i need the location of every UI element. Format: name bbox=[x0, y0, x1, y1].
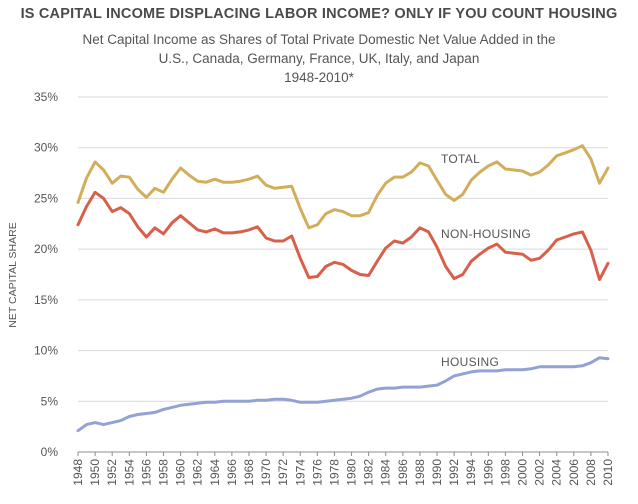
y-tick-label: 0% bbox=[41, 445, 59, 459]
x-tick-label: 1976 bbox=[310, 459, 324, 486]
chart-subtitle: Net Capital Income as Shares of Total Pr… bbox=[0, 30, 638, 87]
y-axis-label: NET CAPITAL SHARE bbox=[7, 222, 19, 327]
x-tick-label: 1978 bbox=[327, 459, 341, 486]
x-tick-label: 1966 bbox=[225, 459, 239, 486]
x-tick-label: 1956 bbox=[139, 459, 153, 486]
x-tick-label: 1988 bbox=[413, 459, 427, 486]
x-tick-label: 1994 bbox=[464, 459, 478, 486]
y-tick-label: 20% bbox=[34, 242, 58, 256]
y-tick-label: 5% bbox=[41, 394, 59, 408]
x-tick-label: 1950 bbox=[88, 459, 102, 486]
x-tick-label: 2004 bbox=[550, 459, 564, 486]
series-label-total: TOTAL bbox=[441, 152, 480, 166]
x-tick-label: 1972 bbox=[276, 459, 290, 486]
x-tick-label: 1970 bbox=[259, 459, 273, 486]
series-label-non-housing: NON-HOUSING bbox=[441, 227, 531, 241]
x-tick-label: 1960 bbox=[174, 459, 188, 486]
chart-title: IS CAPITAL INCOME DISPLACING LABOR INCOM… bbox=[20, 6, 618, 22]
series-line-housing bbox=[76, 356, 610, 433]
subtitle-line-1: Net Capital Income as Shares of Total Pr… bbox=[82, 32, 556, 47]
x-tick-label: 2010 bbox=[601, 459, 615, 486]
subtitle-line-3: 1948-2010* bbox=[284, 70, 354, 85]
y-tick-label: 30% bbox=[34, 141, 58, 155]
x-tick-label: 1974 bbox=[293, 459, 307, 486]
x-tick-label: 2006 bbox=[567, 459, 581, 486]
y-tick-label: 35% bbox=[34, 90, 58, 104]
x-tick-label: 1984 bbox=[379, 459, 393, 486]
x-tick-label: 1990 bbox=[430, 459, 444, 486]
x-tick-label: 1948 bbox=[71, 459, 85, 486]
x-tick-label: 1962 bbox=[191, 459, 205, 486]
x-tick-label: 1982 bbox=[362, 459, 376, 486]
subtitle-line-2: U.S., Canada, Germany, France, UK, Italy… bbox=[158, 51, 480, 66]
y-tick-label: 15% bbox=[34, 293, 58, 307]
x-tick-label: 1980 bbox=[345, 459, 359, 486]
x-tick-label: 2000 bbox=[516, 459, 530, 486]
y-tick-label: 25% bbox=[34, 191, 58, 205]
x-axis-ticks: 1948 1950 1952 1954 1956 1958 1960 1962 1964 1966… bbox=[71, 452, 615, 486]
series-labels: TOTAL NON-HOUSING HOUSING bbox=[441, 152, 531, 369]
x-tick-label: 1952 bbox=[105, 459, 119, 486]
x-tick-label: 1968 bbox=[242, 459, 256, 486]
x-tick-label: 1958 bbox=[156, 459, 170, 486]
y-axis-ticks: 0% 5% 10% 15% 20% 25% 30% 35% bbox=[34, 90, 58, 459]
y-tick-label: 10% bbox=[34, 344, 58, 358]
x-tick-label: 1992 bbox=[447, 459, 461, 486]
x-tick-label: 1964 bbox=[208, 459, 222, 486]
series-line-total bbox=[76, 144, 610, 230]
x-tick-label: 2008 bbox=[584, 459, 598, 486]
x-tick-label: 1954 bbox=[122, 459, 136, 486]
x-tick-label: 1998 bbox=[498, 459, 512, 486]
series-line-non-housing bbox=[76, 190, 610, 282]
series-label-housing: HOUSING bbox=[441, 355, 499, 369]
x-tick-label: 2002 bbox=[533, 459, 547, 486]
x-tick-label: 1996 bbox=[481, 459, 495, 486]
x-tick-label: 1986 bbox=[396, 459, 410, 486]
series-lines bbox=[76, 144, 610, 433]
gridlines bbox=[78, 96, 608, 453]
